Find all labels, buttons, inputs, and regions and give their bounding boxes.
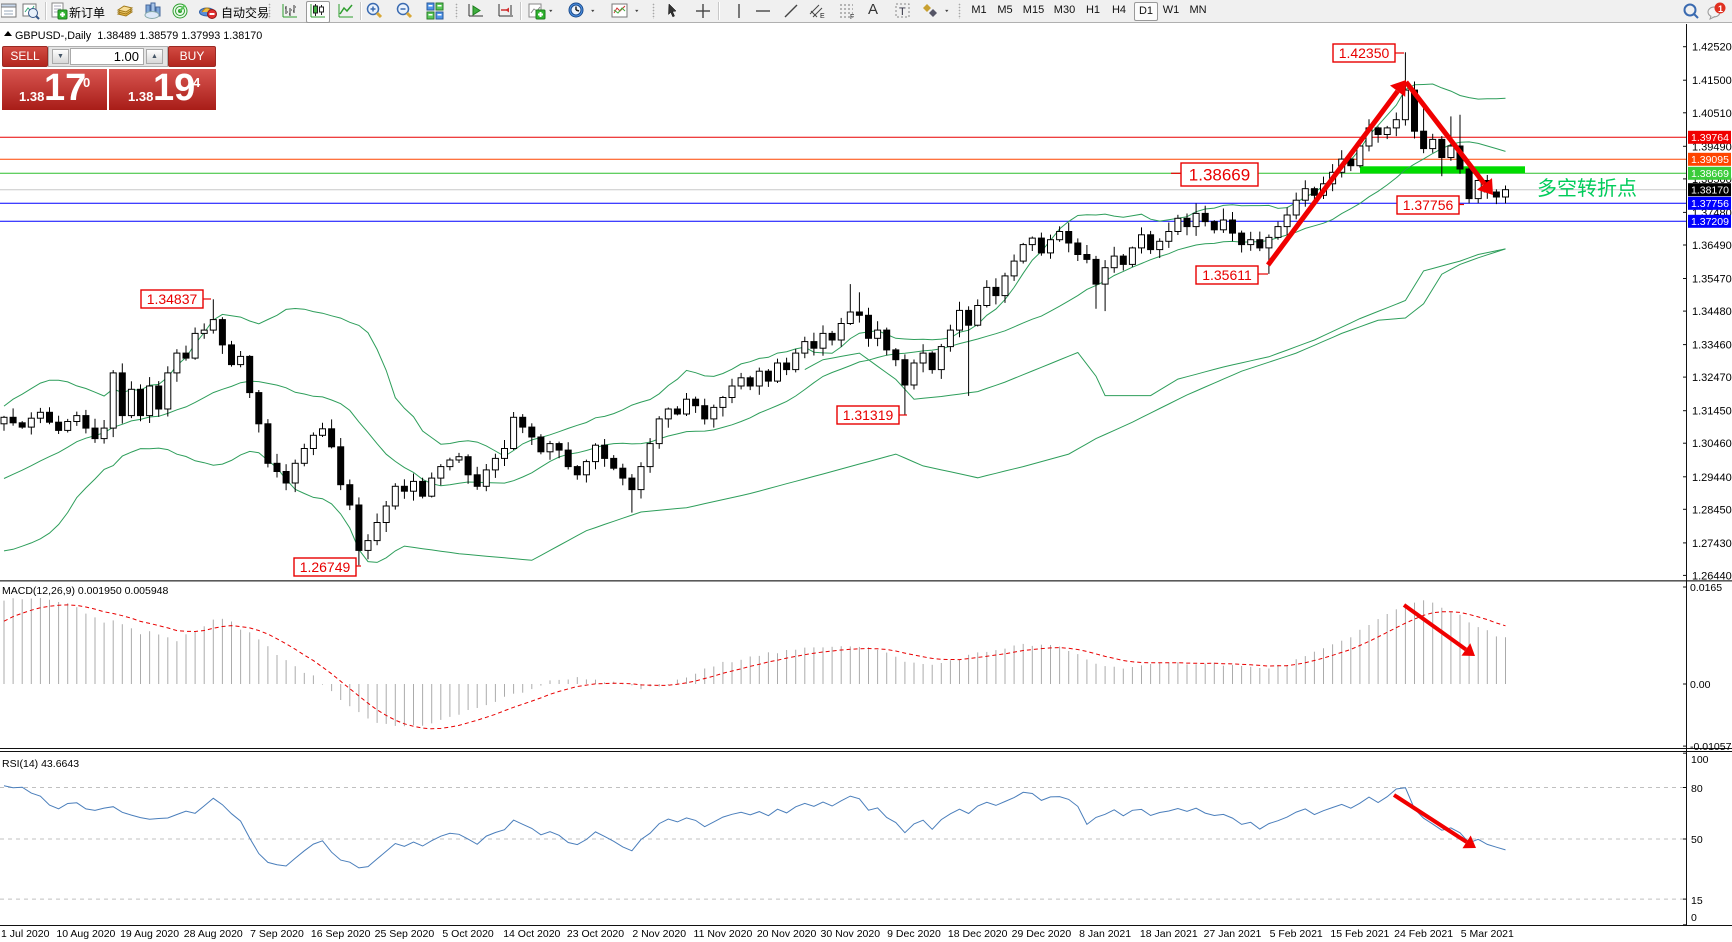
svg-text:GBPUSD-,Daily 1.38489 1.38579: GBPUSD-,Daily 1.38489 1.38579 1.37993 1.… bbox=[15, 30, 262, 42]
svg-text:1.40510: 1.40510 bbox=[1692, 108, 1732, 120]
svg-text:10 Aug 2020: 10 Aug 2020 bbox=[56, 928, 115, 940]
svg-text:1.31450: 1.31450 bbox=[1692, 406, 1732, 418]
svg-text:1.35611: 1.35611 bbox=[1202, 267, 1252, 283]
svg-text:27 Jan 2021: 27 Jan 2021 bbox=[1204, 928, 1262, 940]
svg-text:1.32470: 1.32470 bbox=[1692, 372, 1732, 384]
svg-text:16 Sep 2020: 16 Sep 2020 bbox=[311, 928, 371, 940]
svg-text:5 Feb 2021: 5 Feb 2021 bbox=[1270, 928, 1323, 940]
svg-text:15 Feb 2021: 15 Feb 2021 bbox=[1330, 928, 1389, 940]
svg-text:29 Dec 2020: 29 Dec 2020 bbox=[1012, 928, 1072, 940]
svg-text:1.29440: 1.29440 bbox=[1692, 472, 1732, 484]
svg-text:24 Feb 2021: 24 Feb 2021 bbox=[1394, 928, 1453, 940]
svg-text:11 Nov 2020: 11 Nov 2020 bbox=[694, 928, 753, 940]
svg-text:20 Nov 2020: 20 Nov 2020 bbox=[757, 928, 817, 940]
svg-text:1.33460: 1.33460 bbox=[1692, 340, 1732, 352]
svg-text:1: 1 bbox=[1718, 4, 1723, 14]
svg-text:1.34837: 1.34837 bbox=[147, 291, 198, 307]
svg-text:1.27430: 1.27430 bbox=[1692, 538, 1732, 550]
svg-text:30 Nov 2020: 30 Nov 2020 bbox=[821, 928, 881, 940]
svg-text:1.37209: 1.37209 bbox=[1691, 216, 1729, 228]
svg-text:1.39095: 1.39095 bbox=[1691, 154, 1729, 166]
svg-text:19 Aug 2020: 19 Aug 2020 bbox=[120, 928, 179, 940]
svg-text:0.0165: 0.0165 bbox=[1690, 582, 1722, 594]
svg-text:T: T bbox=[899, 6, 906, 18]
svg-text:100: 100 bbox=[1691, 754, 1709, 766]
svg-text:9 Dec 2020: 9 Dec 2020 bbox=[887, 928, 941, 940]
svg-text:1.26749: 1.26749 bbox=[300, 559, 351, 575]
svg-text:80: 80 bbox=[1691, 783, 1703, 795]
svg-text:0: 0 bbox=[1691, 912, 1697, 924]
svg-text:1.38669: 1.38669 bbox=[1189, 166, 1250, 185]
svg-text:1.37756: 1.37756 bbox=[1403, 197, 1454, 213]
svg-text:5 Oct 2020: 5 Oct 2020 bbox=[442, 928, 494, 940]
svg-text:1.30460: 1.30460 bbox=[1692, 438, 1732, 450]
svg-text:23 Oct 2020: 23 Oct 2020 bbox=[567, 928, 624, 940]
svg-text:1.28450: 1.28450 bbox=[1692, 504, 1732, 516]
svg-text:1.34480: 1.34480 bbox=[1692, 306, 1732, 318]
svg-text:1.36490: 1.36490 bbox=[1692, 240, 1732, 252]
svg-text:1.37756: 1.37756 bbox=[1691, 198, 1729, 210]
svg-text:RSI(14) 43.6643: RSI(14) 43.6643 bbox=[2, 758, 79, 770]
svg-text:50: 50 bbox=[1691, 834, 1703, 846]
svg-text:18 Jan 2021: 18 Jan 2021 bbox=[1140, 928, 1198, 940]
svg-text:18 Dec 2020: 18 Dec 2020 bbox=[948, 928, 1008, 940]
svg-text:1 Jul 2020: 1 Jul 2020 bbox=[1, 928, 50, 940]
svg-text:1.26440: 1.26440 bbox=[1692, 570, 1732, 582]
svg-text:8 Jan 2021: 8 Jan 2021 bbox=[1079, 928, 1131, 940]
svg-text:0.00: 0.00 bbox=[1690, 679, 1711, 691]
svg-text:1.42520: 1.42520 bbox=[1692, 42, 1732, 54]
svg-text:多空转折点: 多空转折点 bbox=[1537, 177, 1637, 200]
svg-text:1.39490: 1.39490 bbox=[1692, 141, 1732, 153]
svg-text:7 Sep 2020: 7 Sep 2020 bbox=[250, 928, 304, 940]
svg-text:14 Oct 2020: 14 Oct 2020 bbox=[503, 928, 560, 940]
svg-text:28 Aug 2020: 28 Aug 2020 bbox=[184, 928, 243, 940]
svg-text:5 Mar 2021: 5 Mar 2021 bbox=[1461, 928, 1514, 940]
svg-text:F: F bbox=[850, 14, 854, 20]
svg-text:1.31319: 1.31319 bbox=[843, 407, 894, 423]
svg-text:1.38170: 1.38170 bbox=[1691, 185, 1729, 197]
svg-text:1.42350: 1.42350 bbox=[1339, 45, 1390, 61]
svg-text:2 Nov 2020: 2 Nov 2020 bbox=[632, 928, 686, 940]
svg-text:1.38669: 1.38669 bbox=[1691, 168, 1729, 180]
svg-text:1.39764: 1.39764 bbox=[1691, 132, 1729, 144]
svg-text:MACD(12,26,9) 0.001950 0.00594: MACD(12,26,9) 0.001950 0.005948 bbox=[2, 585, 169, 597]
svg-text:1.41500: 1.41500 bbox=[1692, 75, 1732, 87]
svg-text:1.35470: 1.35470 bbox=[1692, 274, 1732, 286]
svg-text:15: 15 bbox=[1691, 895, 1703, 907]
svg-text:E: E bbox=[820, 13, 825, 20]
svg-text:25 Sep 2020: 25 Sep 2020 bbox=[375, 928, 435, 940]
